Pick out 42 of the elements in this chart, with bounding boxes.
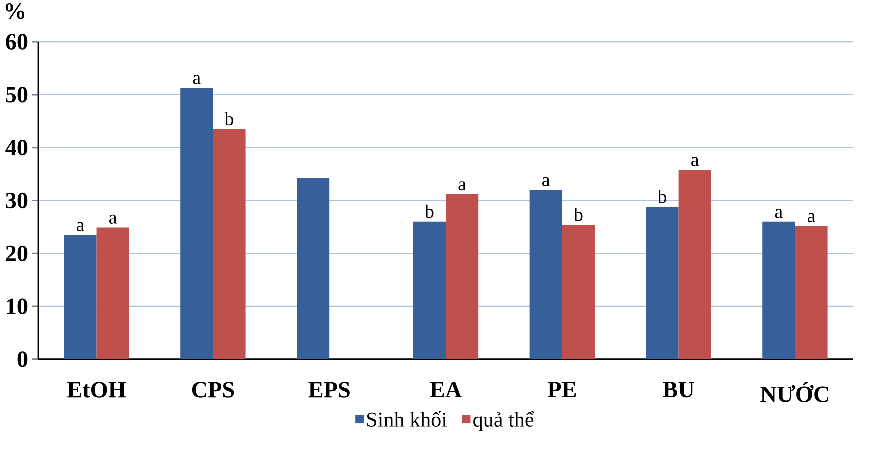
y-tick-label: 30: [6, 193, 28, 209]
bar: [762, 222, 796, 360]
y-tick-label: 0: [18, 352, 28, 368]
y-tick-label: 20: [6, 246, 28, 262]
x-tick-label: CPS: [192, 382, 234, 398]
y-tick-label: 50: [6, 87, 28, 103]
bar: [530, 190, 562, 360]
bar: [213, 129, 246, 360]
annotation: b: [224, 112, 234, 126]
legend-label: Sinh khối: [367, 412, 448, 428]
annotation: b: [424, 204, 434, 218]
annotation: a: [458, 182, 466, 191]
annotation: a: [692, 157, 700, 166]
y-tick-label: 10: [7, 298, 28, 315]
legend-label: quả thể: [474, 412, 534, 432]
annotation: a: [110, 215, 118, 224]
annotation: a: [542, 177, 550, 187]
bar: [413, 222, 446, 360]
x-tick-label: PE: [548, 382, 576, 398]
x-tick-label: EPS: [308, 382, 350, 398]
y-axis-title: %: [6, 4, 25, 20]
bar: [678, 170, 712, 360]
bar: [446, 194, 479, 360]
annotation: b: [658, 190, 667, 204]
bar: [646, 207, 679, 360]
x-tick-label: BU: [663, 382, 694, 398]
bar: [64, 235, 97, 360]
y-tick-label: 60: [6, 34, 28, 50]
annotation: a: [808, 213, 816, 223]
annotation: a: [193, 75, 201, 84]
bar: [795, 226, 828, 360]
bar: [562, 225, 595, 360]
bar: [96, 228, 130, 360]
annotation: b: [574, 208, 583, 222]
bar: [180, 88, 214, 360]
bar: [297, 178, 330, 360]
y-tick-label: 40: [6, 140, 28, 156]
annotation: a: [775, 209, 783, 218]
x-tick-label: NƯỚC: [760, 382, 828, 403]
x-tick-label: EA: [430, 382, 462, 398]
annotation: a: [76, 222, 84, 232]
x-tick-label: EtOH: [68, 382, 126, 398]
